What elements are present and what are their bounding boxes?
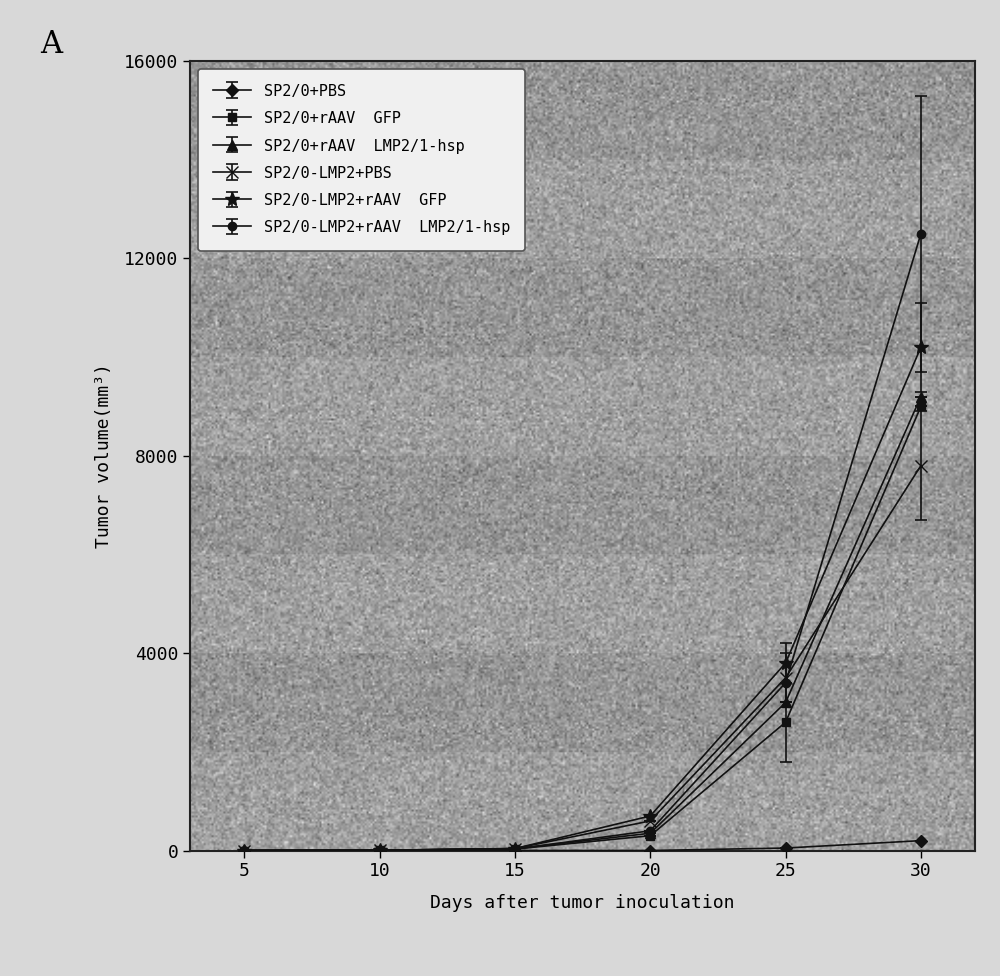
Bar (190, 259, 975, 357)
Bar (190, 61, 975, 160)
Y-axis label: Tumor volume(mm³): Tumor volume(mm³) (95, 363, 113, 549)
Text: A: A (40, 29, 62, 61)
Bar (190, 554, 975, 653)
Bar (190, 456, 975, 554)
X-axis label: Days after tumor inoculation: Days after tumor inoculation (430, 894, 735, 913)
Bar (190, 160, 975, 259)
Bar (190, 357, 975, 456)
Bar (190, 752, 975, 850)
Legend: SP2/0+PBS, SP2/0+rAAV  GFP, SP2/0+rAAV  LMP2/1-hsp, SP2/0-LMP2+PBS, SP2/0-LMP2+r: SP2/0+PBS, SP2/0+rAAV GFP, SP2/0+rAAV LM… (198, 68, 525, 251)
Bar (190, 653, 975, 752)
